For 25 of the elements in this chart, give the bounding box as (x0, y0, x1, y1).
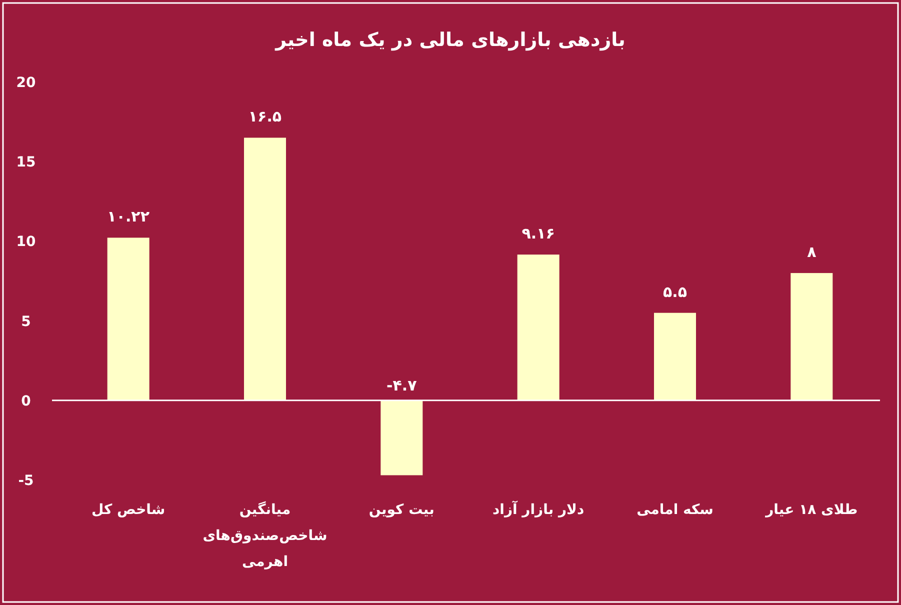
data-label: ۸ (807, 243, 816, 262)
x-tick-label: سکه امامی (636, 501, 714, 520)
data-label: ۱۶.۵ (248, 108, 282, 126)
data-label: ۹.۱۶ (522, 224, 555, 243)
y-tick-label: 20 (16, 75, 36, 91)
chart-title: بازدهی بازارهای مالی در یک ماه اخیر (274, 29, 626, 51)
data-label: ۱۰.۲۲ (107, 208, 150, 226)
bar (107, 238, 150, 400)
data-label: ۵.۵ (662, 282, 688, 301)
y-tick-label: 0 (21, 393, 32, 410)
x-tick-label: میانگین شاخص‌صندوق‌های اهرمی (202, 500, 328, 572)
x-tick-label: بیت کوین (368, 501, 436, 520)
y-tick-label: 10 (16, 234, 36, 250)
bar (380, 400, 423, 476)
y-tick-label: -5 (18, 473, 34, 489)
bar (517, 254, 560, 400)
y-tick-label: 15 (16, 154, 36, 171)
bar (244, 138, 286, 400)
x-tick-label: شاخص کل (90, 501, 166, 520)
bar (654, 312, 696, 400)
data-label: -۴.۷ (386, 376, 417, 394)
bar (790, 273, 833, 400)
x-tick-label: طلای ۱۸ عیار (764, 501, 859, 520)
y-tick-label: 5 (21, 314, 31, 330)
x-tick-label: دلار بازار آزاد (491, 500, 586, 520)
